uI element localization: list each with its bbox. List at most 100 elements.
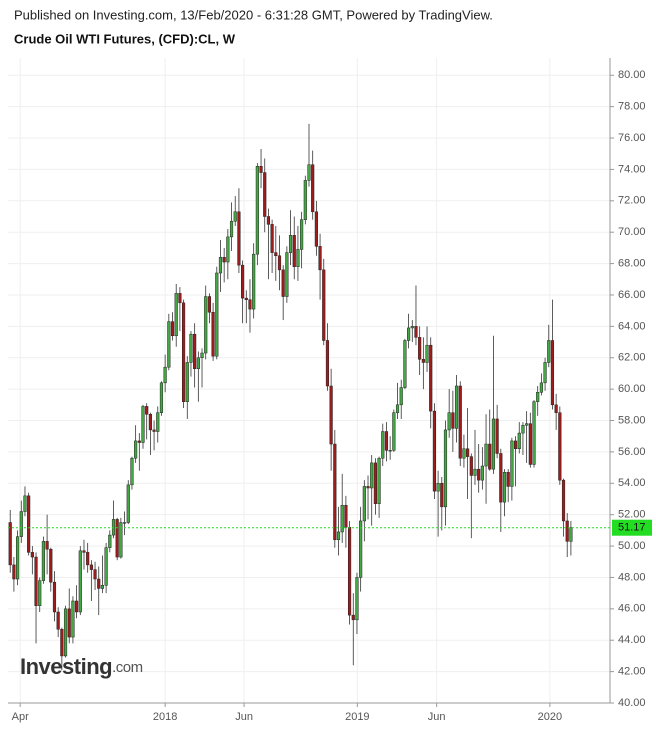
candle-body: [266, 216, 271, 225]
y-tick-label: 56.00: [618, 446, 646, 458]
candle-body: [543, 362, 547, 384]
candle-body: [300, 219, 304, 250]
candle-body: [421, 359, 425, 363]
candle-body: [200, 352, 204, 358]
candle-body: [244, 297, 248, 300]
candle-body: [274, 252, 278, 256]
y-tick-label: 74.00: [618, 163, 646, 175]
chart-title: Crude Oil WTI Futures, (CFD):CL, W: [14, 31, 236, 46]
candle-body: [414, 326, 418, 338]
candle-body: [229, 220, 234, 238]
candle-body: [351, 614, 355, 621]
candle-body: [241, 264, 245, 299]
candle-body: [182, 302, 186, 402]
plot: [8, 58, 610, 704]
y-tick-label: 80.00: [618, 69, 646, 81]
candle-body: [432, 410, 436, 492]
candle-body: [159, 382, 164, 413]
candle-body: [100, 585, 105, 589]
candle-body: [499, 453, 503, 503]
logo-main: Investing: [20, 654, 112, 679]
logo: Investing.com: [20, 654, 143, 679]
candle-body: [458, 385, 462, 459]
candle-body: [130, 457, 134, 486]
y-tick-label: 42.00: [618, 666, 646, 678]
candle-body: [23, 495, 27, 512]
logo-suffix: .com: [112, 659, 143, 676]
candle-body: [185, 362, 189, 402]
candle-body: [86, 552, 90, 566]
candle-body: [561, 479, 566, 522]
candle-body: [215, 272, 219, 357]
candle-body: [207, 296, 211, 313]
candle-body: [429, 344, 433, 412]
candle-body: [126, 484, 130, 523]
candle-body: [237, 211, 241, 266]
candle-body: [550, 340, 555, 406]
candle-body: [554, 404, 558, 413]
candle-body: [384, 431, 389, 451]
candle-body: [377, 457, 381, 504]
y-tick-label: 66.00: [618, 289, 646, 301]
candle-body: [521, 424, 525, 434]
y-tick-label: 78.00: [618, 101, 646, 113]
candle-body: [49, 548, 53, 583]
candle-body: [115, 519, 119, 558]
candle-body: [447, 412, 451, 431]
x-tick-label: 2019: [345, 711, 369, 723]
candle-body: [211, 311, 215, 357]
candle-body: [513, 440, 518, 450]
y-tick-label: 60.00: [618, 383, 646, 395]
y-tick-label: 70.00: [618, 226, 646, 238]
candle-body: [344, 505, 348, 528]
x-tick-label: Jun: [428, 711, 446, 723]
candle-body: [473, 468, 477, 476]
candle-body: [167, 321, 171, 368]
candle-body: [119, 522, 123, 558]
candle-body: [259, 166, 263, 173]
y-tick-label: 54.00: [618, 477, 646, 489]
last-price-box: [612, 519, 652, 536]
candle-body: [373, 462, 377, 504]
candle-body: [325, 340, 330, 387]
candle-body: [108, 534, 112, 548]
candle-body: [336, 531, 341, 541]
candle-body: [252, 253, 256, 310]
candle-body: [255, 166, 259, 255]
candle-body: [536, 392, 540, 402]
candle-body: [285, 252, 289, 297]
candle-body: [410, 326, 414, 329]
candle-body: [97, 578, 101, 589]
candle-body: [347, 526, 352, 616]
candle-body: [34, 556, 38, 606]
candle-body: [52, 581, 57, 613]
candle-body: [362, 486, 366, 522]
candle-body: [30, 552, 34, 558]
candle-body: [292, 235, 296, 267]
candle-body: [174, 293, 178, 337]
candle-body: [78, 550, 82, 613]
candle-body: [63, 608, 68, 657]
candle-body: [222, 257, 226, 263]
candle-body: [466, 448, 470, 457]
candle-body: [75, 600, 79, 613]
x-tick-label: Jun: [235, 711, 253, 723]
candle-body: [38, 580, 42, 606]
candle-body: [484, 443, 488, 467]
candle-body: [82, 550, 86, 553]
candle-body: [322, 269, 326, 341]
candle-body: [45, 541, 49, 550]
candle-body: [163, 366, 167, 384]
candle-body: [314, 211, 318, 247]
candle-body: [451, 412, 455, 429]
candle-body: [480, 465, 484, 481]
candle-body: [333, 443, 337, 541]
candle-body: [137, 440, 141, 443]
candle-body: [281, 269, 285, 297]
y-tick-label: 46.00: [618, 603, 646, 615]
candle-body: [193, 333, 197, 369]
candle-body: [502, 472, 507, 503]
candle-body: [359, 520, 363, 578]
candle-body: [425, 344, 429, 363]
